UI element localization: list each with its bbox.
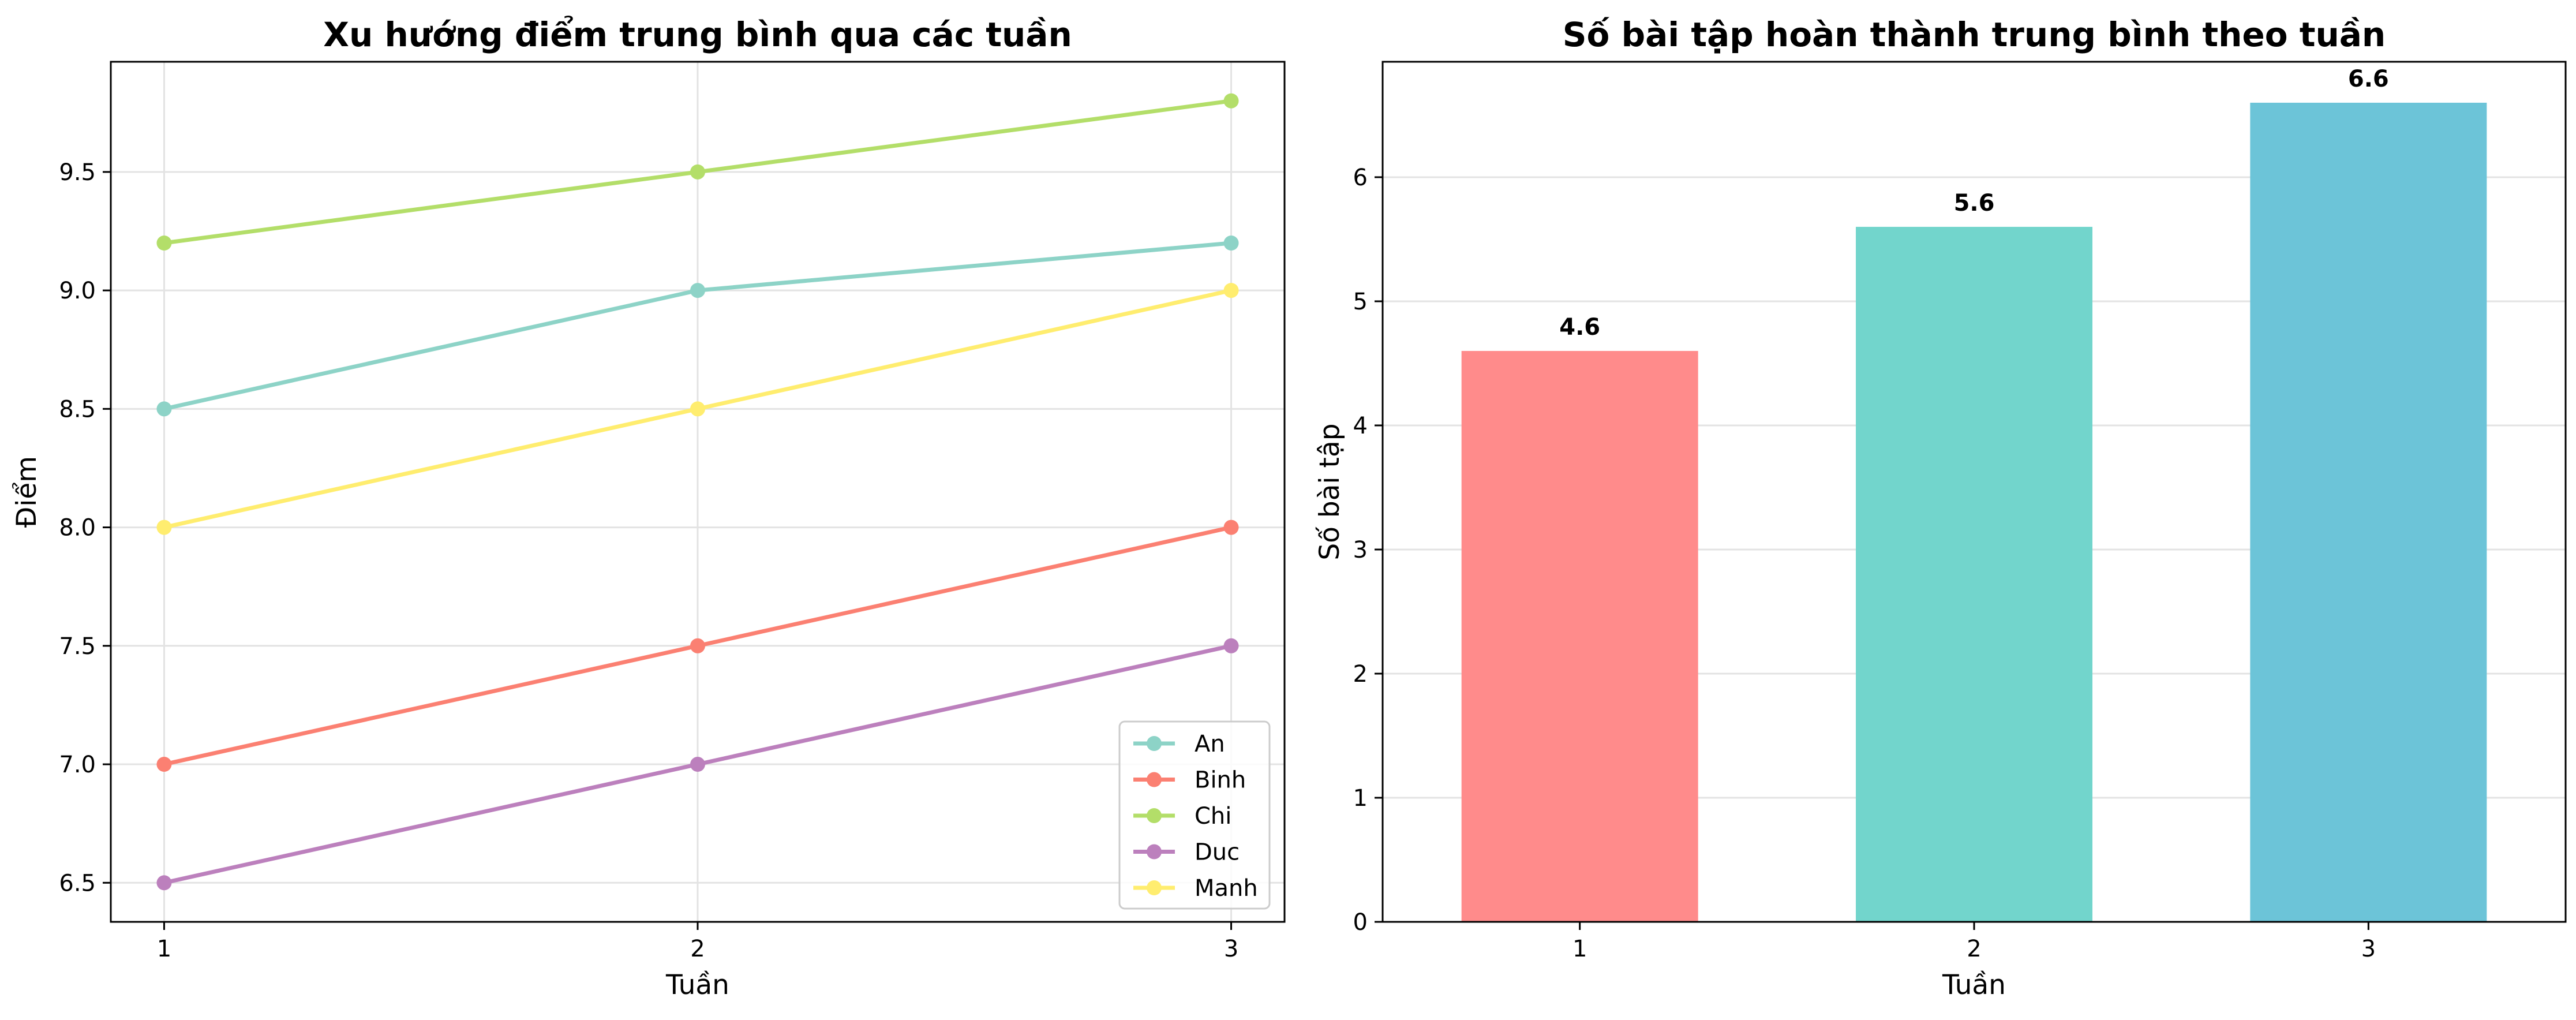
bar-chart-y-axis-label: Số bài tập — [1314, 423, 1346, 560]
legend-label: Binh — [1195, 767, 1246, 794]
legend-label: Chi — [1195, 803, 1231, 830]
series-manh — [156, 283, 1239, 535]
x-tick-label: 1 — [157, 936, 171, 962]
line-chart-title: Xu hướng điểm trung bình qua các tuần — [323, 15, 1072, 54]
y-tick-label: 1 — [1353, 785, 1368, 812]
y-tick-label: 5 — [1353, 289, 1368, 315]
data-point — [156, 875, 172, 891]
series-duc — [156, 638, 1239, 891]
line-chart-x-axis-label: Tuần — [665, 969, 729, 1001]
legend-label: An — [1195, 731, 1225, 757]
bar-chart-ticks: 0 1 2 3 4 5 6 1 2 3 — [1353, 165, 2376, 962]
legend-label: Duc — [1195, 839, 1240, 866]
series-chi — [156, 93, 1239, 251]
line-chart: 1 2 3 6.5 7.0 7.5 8.0 8.5 9.0 9.5 Xu hướng điểm t… — [11, 15, 1286, 1001]
data-point — [690, 638, 705, 653]
bar-chart-bars: 4.6 5.6 6.6 — [1461, 66, 2487, 922]
data-point — [156, 401, 172, 417]
bar-data-label: 4.6 — [1559, 314, 1600, 341]
y-tick-label: 7.5 — [59, 633, 96, 660]
legend-swatch-marker — [1147, 808, 1162, 823]
data-point — [690, 164, 705, 180]
data-point — [1223, 283, 1239, 298]
bar-data-label: 5.6 — [1954, 190, 1995, 216]
bar-chart: 4.6 5.6 6.6 0 1 2 3 4 5 6 1 2 3 Số bài tập hoàn thà… — [1314, 15, 2567, 1001]
data-point — [1223, 520, 1239, 535]
bar-week-1 — [1461, 350, 1698, 922]
y-tick-label: 4 — [1353, 413, 1368, 439]
data-point — [690, 401, 705, 417]
series-an — [156, 236, 1239, 417]
data-point — [1223, 638, 1239, 653]
legend-item-binh: Binh — [1133, 767, 1246, 794]
y-tick-label: 6.5 — [59, 870, 96, 896]
y-tick-label: 8.5 — [59, 396, 96, 423]
line-chart-grid — [111, 62, 1285, 922]
legend-swatch-marker — [1147, 736, 1162, 751]
legend-item-chi: Chi — [1133, 803, 1231, 830]
y-tick-label: 7.0 — [59, 752, 96, 778]
x-tick-label: 2 — [1967, 936, 1981, 962]
x-tick-label: 3 — [2361, 936, 2376, 962]
legend-item-duc: Duc — [1133, 839, 1240, 866]
x-tick-label: 3 — [1224, 936, 1238, 962]
line-chart-ticks: 1 2 3 6.5 7.0 7.5 8.0 8.5 9.0 9.5 — [59, 159, 1238, 962]
legend-swatch-marker — [1147, 844, 1162, 860]
data-point — [156, 236, 172, 251]
y-tick-label: 8.0 — [59, 515, 96, 541]
legend-box — [1118, 720, 1271, 910]
bar-data-label: 6.6 — [2348, 66, 2389, 92]
legend-label: Manh — [1195, 875, 1258, 902]
y-tick-label: 3 — [1353, 537, 1368, 563]
x-tick-label: 1 — [1572, 936, 1587, 962]
series-binh — [156, 520, 1239, 772]
data-point — [156, 520, 172, 535]
y-tick-label: 2 — [1353, 661, 1368, 688]
line-chart-series — [156, 93, 1239, 891]
legend-swatch-marker — [1147, 880, 1162, 895]
legend-swatch-marker — [1147, 772, 1162, 787]
y-tick-label: 9.5 — [59, 159, 96, 186]
y-tick-label: 0 — [1353, 909, 1368, 936]
legend-item-manh: Manh — [1133, 875, 1258, 902]
x-tick-label: 2 — [690, 936, 705, 962]
data-point — [1223, 93, 1239, 109]
y-tick-label: 6 — [1353, 165, 1368, 191]
data-point — [690, 283, 705, 298]
legend-item-an: An — [1133, 731, 1225, 757]
bar-chart-x-axis-label: Tuần — [1942, 969, 2006, 1001]
line-chart-y-axis-label: Điểm — [11, 456, 43, 528]
data-point — [1223, 236, 1239, 251]
line-chart-legend: An Binh Chi Duc Manh — [1118, 720, 1271, 910]
data-point — [690, 757, 705, 772]
y-tick-label: 9.0 — [59, 278, 96, 304]
bar-chart-title: Số bài tập hoàn thành trung bình theo tu… — [1563, 15, 2386, 54]
bar-week-3 — [2250, 102, 2487, 922]
bar-week-2 — [1856, 226, 2092, 922]
data-point — [156, 757, 172, 772]
